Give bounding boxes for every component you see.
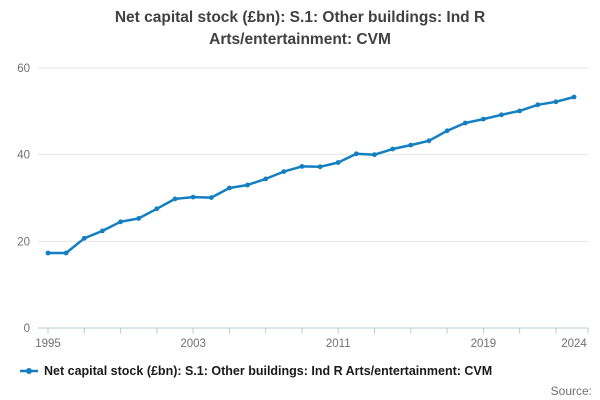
data-point[interactable] <box>481 116 486 122</box>
data-point[interactable] <box>100 228 105 234</box>
data-point[interactable] <box>408 142 414 148</box>
y-axis-tick-label: 40 <box>17 150 30 162</box>
data-point[interactable] <box>227 185 232 191</box>
data-point[interactable] <box>317 164 323 170</box>
y-axis-tick-label: 0 <box>24 323 30 335</box>
data-point[interactable] <box>190 194 196 200</box>
data-point[interactable] <box>245 182 250 188</box>
data-point[interactable] <box>499 112 504 118</box>
source-note: Source: <box>550 384 592 398</box>
line-chart[interactable]: 0 20 40 60 1995 2003 2011 2019 2024 <box>0 0 600 360</box>
data-point[interactable] <box>390 146 396 152</box>
data-point[interactable] <box>517 108 522 114</box>
legend-series-marker-icon <box>20 368 38 374</box>
chart-title: Net capital stock (£bn): S.1: Other buil… <box>0 7 600 51</box>
data-point[interactable] <box>118 219 123 225</box>
data-point[interactable] <box>208 195 214 201</box>
data-point[interactable] <box>571 94 577 100</box>
data-point[interactable] <box>335 160 341 165</box>
data-point[interactable] <box>354 151 359 157</box>
legend-dot <box>26 368 32 374</box>
data-point[interactable] <box>426 138 432 144</box>
chart-title-line1: Net capital stock (£bn): S.1: Other buil… <box>114 9 486 26</box>
x-axis-tick-label: 2019 <box>471 338 497 350</box>
data-point[interactable] <box>444 128 450 134</box>
y-axis-tick-label: 60 <box>17 63 30 75</box>
data-point[interactable] <box>45 250 51 256</box>
data-point[interactable] <box>553 99 559 105</box>
chart-title-line2: Arts/entertainment: CVM <box>209 31 391 48</box>
data-point[interactable] <box>81 235 87 241</box>
x-axis-tick-label: 2011 <box>326 338 351 350</box>
legend[interactable]: Net capital stock (£bn): S.1: Other buil… <box>18 362 598 380</box>
data-point[interactable] <box>535 102 541 108</box>
data-point[interactable] <box>281 169 287 175</box>
legend-label: Net capital stock (£bn): S.1: Other buil… <box>44 364 493 378</box>
data-point[interactable] <box>462 120 468 126</box>
data-point[interactable] <box>372 152 377 158</box>
data-point[interactable] <box>263 176 269 182</box>
data-point[interactable] <box>136 216 142 221</box>
y-axis-tick-label: 20 <box>17 236 30 248</box>
data-series-line[interactable] <box>46 95 576 255</box>
x-axis-tick-label: 2024 <box>561 338 587 350</box>
x-axis-tick-label: 2003 <box>180 338 206 350</box>
data-point[interactable] <box>299 164 305 169</box>
data-point[interactable] <box>63 250 69 256</box>
x-axis-tick-label: 1995 <box>35 338 61 350</box>
data-point[interactable] <box>172 196 178 202</box>
data-point[interactable] <box>154 206 160 212</box>
